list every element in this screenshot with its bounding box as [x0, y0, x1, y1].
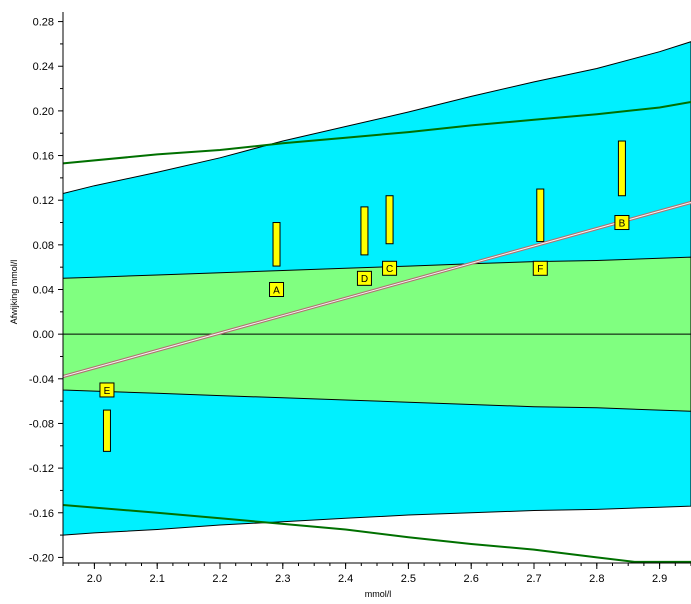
y-tick-label: -0.20: [29, 552, 54, 564]
x-tick-label: 2.9: [652, 573, 667, 585]
x-tick-label: 2.3: [275, 573, 290, 585]
y-tick-label: -0.16: [29, 508, 54, 520]
y-tick-label: 0.28: [33, 17, 54, 29]
y-tick-label: 0.24: [33, 61, 54, 73]
point-marker-d: [356, 270, 372, 286]
x-tick-label: 2.5: [401, 573, 416, 585]
point-marker-c: [382, 260, 398, 276]
y-tick-label: 0.08: [33, 240, 54, 252]
error-bar-a: [272, 222, 281, 267]
point-label-b: B: [619, 218, 626, 229]
y-tick-label: -0.04: [29, 374, 54, 386]
x-tick-label: 2.7: [526, 573, 541, 585]
y-axis-title: Afwijking mmol/l: [9, 260, 19, 325]
error-bar-c: [385, 195, 394, 245]
x-tick-label: 2.8: [589, 573, 604, 585]
x-tick-label: 2.0: [87, 573, 102, 585]
point-marker-f: [532, 260, 548, 276]
error-bar-d: [360, 206, 369, 256]
x-tick-label: 2.4: [338, 573, 353, 585]
trend-line-center: [63, 201, 691, 378]
point-label-e: E: [104, 386, 111, 397]
x-tick-label: 2.6: [464, 573, 479, 585]
error-bar-b: [617, 140, 626, 197]
y-tick-label: 0.04: [33, 285, 54, 297]
plot-area: A D C F B E: [63, 41, 691, 563]
series-group: A D C F B E: [63, 41, 691, 563]
point-marker-e: [99, 382, 115, 398]
x-axis-title: mmol/l: [365, 589, 392, 599]
green-upper-limit-line: [63, 101, 691, 165]
error-bar-f: [536, 188, 545, 242]
point-label-c: C: [386, 264, 393, 275]
green-lower-limit-line: [63, 504, 691, 563]
y-tick-label: -0.12: [29, 463, 54, 475]
y-tick-label: -0.08: [29, 418, 54, 430]
point-label-a: A: [273, 285, 280, 296]
point-marker-b: [614, 215, 630, 231]
y-tick-label: 0.00: [33, 329, 54, 341]
point-marker-a: [269, 282, 285, 297]
y-tick-label: 0.12: [33, 195, 54, 207]
x-tick-label: 2.1: [150, 573, 165, 585]
point-label-f: F: [537, 264, 543, 275]
y-tick-label: 0.20: [33, 106, 54, 118]
x-tick-label: 2.2: [212, 573, 227, 585]
y-tick-label: 0.16: [33, 151, 54, 163]
axes: -0.20 -0.16 -0.12 -0.08 -0.04 0.00 0.04 0.08 0.1…: [29, 12, 691, 585]
error-bar-e: [102, 409, 111, 452]
point-label-d: D: [361, 274, 368, 285]
